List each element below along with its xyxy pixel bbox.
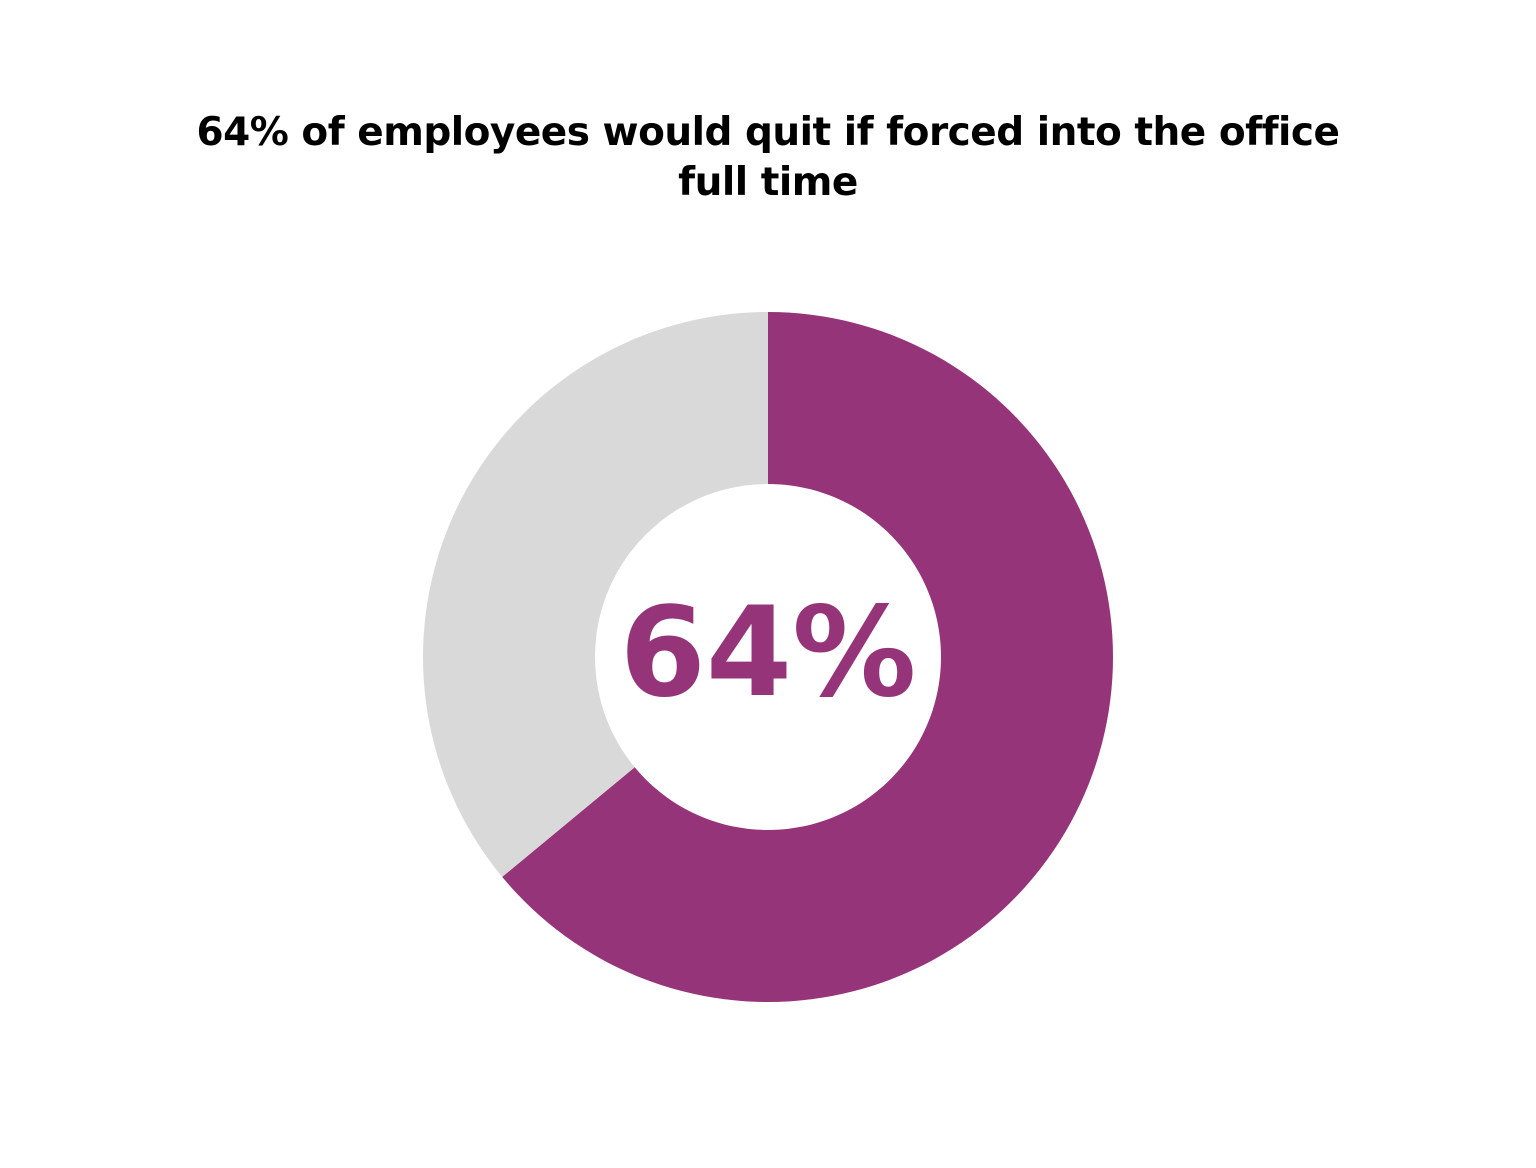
donut-segment [502, 312, 1113, 1003]
center-label: 64% [620, 581, 917, 725]
donut-segment [423, 312, 768, 877]
chart-title: 64% of employees would quit if forced in… [196, 110, 1341, 205]
